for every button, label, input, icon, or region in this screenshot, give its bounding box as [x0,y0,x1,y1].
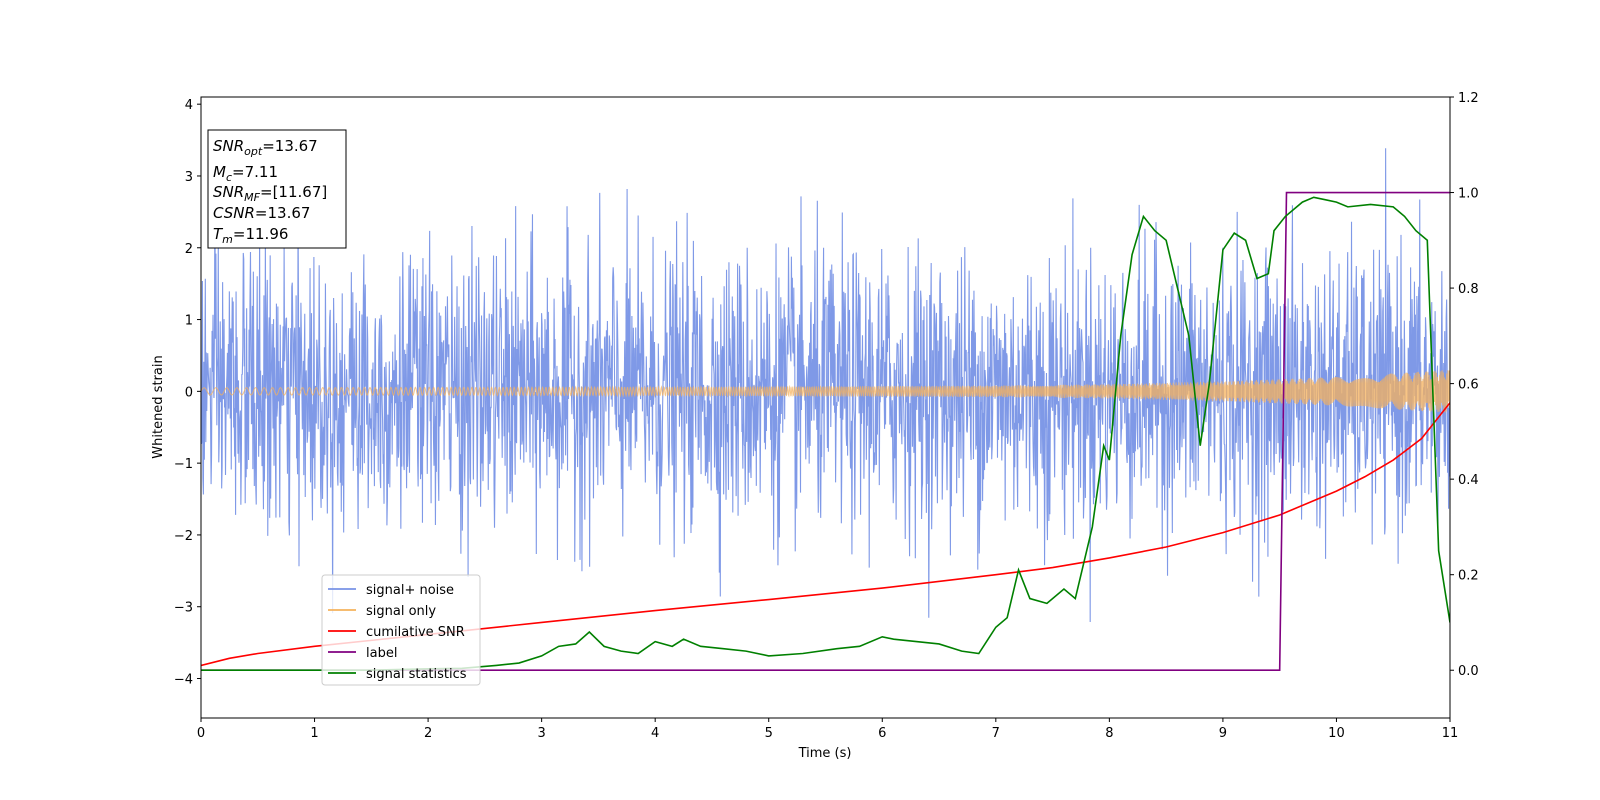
annotation-line: SNRMF=[11.67] [213,183,327,204]
legend-entry: signal statistics [366,667,467,682]
annotation-symbol: T [213,225,224,243]
annotation-subscript: MF [244,191,260,204]
x-tick-label: 1 [310,726,318,741]
annotation-value: =11.96 [233,225,289,243]
annotation-value: =[11.67] [260,183,327,201]
series-signal-statistics [201,196,1450,672]
plot-frame [200,96,1451,719]
signal-statistics-line [201,196,1450,672]
x-tick-label: 5 [765,726,773,741]
annotation-value: =13.67 [262,137,318,155]
y-right-tick-label: 0.0 [1458,664,1479,679]
series-signal-noise [201,148,1450,623]
y-right-tick-label: 0.6 [1458,378,1479,393]
series-label [201,191,1450,672]
y-left-tick-label: −2 [174,529,193,544]
x-tick-label: 3 [537,726,545,741]
x-tick-label: 8 [1105,726,1113,741]
annotation-value: =7.11 [232,163,278,181]
x-tick-label: 7 [992,726,1000,741]
annotation-symbol: SNR [213,137,244,155]
y-axis-right: 1.2 1.0 0.8 0.6 0.4 0.2 0.0 [1450,91,1479,679]
annotation-line: Tm=11.96 [213,225,288,246]
x-tick-label: 4 [651,726,659,741]
legend-entry: cumilative SNR [366,625,465,640]
y-right-tick-label: 0.2 [1458,569,1479,584]
y-right-tick-label: 0.4 [1458,473,1479,488]
annotation-value: =13.67 [255,204,311,222]
y-left-tick-label: 4 [185,98,193,113]
annotation-line: CSNR=13.67 [213,204,310,222]
y-right-tick-label: 1.0 [1458,187,1479,202]
annotation-subscript: m [222,233,233,246]
legend: signal+ noise signal only cumilative SNR la… [321,574,481,686]
y-left-tick-label: 2 [185,242,193,257]
legend-entry: signal+ noise [366,583,454,598]
label-line [201,191,1450,672]
x-tick-label: 9 [1219,726,1227,741]
y-left-tick-label: 1 [185,314,193,329]
y-right-tick-label: 1.2 [1458,91,1479,106]
signal-only-line [201,370,1450,413]
legend-frame [321,574,481,686]
annotation-line: SNRopt=13.67 [213,137,318,158]
legend-entry: label [366,646,397,661]
x-tick-label: 10 [1328,726,1345,741]
x-tick-label: 2 [424,726,432,741]
signal-noise-line [201,148,1450,623]
x-tick-label: 0 [197,726,205,741]
y-left-tick-label: −1 [174,457,193,472]
y-left-tick-label: 3 [185,170,193,185]
y-axis-label: Whitened strain [151,355,166,458]
annotation-box-frame [207,129,347,249]
annotation-symbol: CSNR [213,204,255,222]
x-axis: 0 1 2 3 4 5 6 7 8 9 10 11 [197,718,1458,741]
annotation-symbol: SNR [213,183,244,201]
series-signal-only [201,370,1450,413]
y-axis-left: 4 3 2 1 0 −1 −2 −3 −4 [174,98,201,688]
x-axis-label: Time (s) [798,746,852,761]
y-left-tick-label: 0 [185,385,193,400]
annotation-subscript: opt [244,145,263,158]
annotation-subscript: c [226,171,232,184]
y-right-tick-label: 0.8 [1458,282,1479,297]
y-left-tick-label: −4 [174,673,193,688]
annotation-symbol: M [213,163,226,181]
legend-entry: signal only [366,604,436,619]
y-left-tick-label: −3 [174,601,193,616]
parameter-annotation-box: SNRopt=13.67Mc=7.11SNRMF=[11.67]CSNR=13.… [207,129,347,249]
x-tick-label: 6 [878,726,886,741]
annotation-line: Mc=7.11 [213,163,278,184]
x-tick-label: 11 [1442,726,1459,741]
